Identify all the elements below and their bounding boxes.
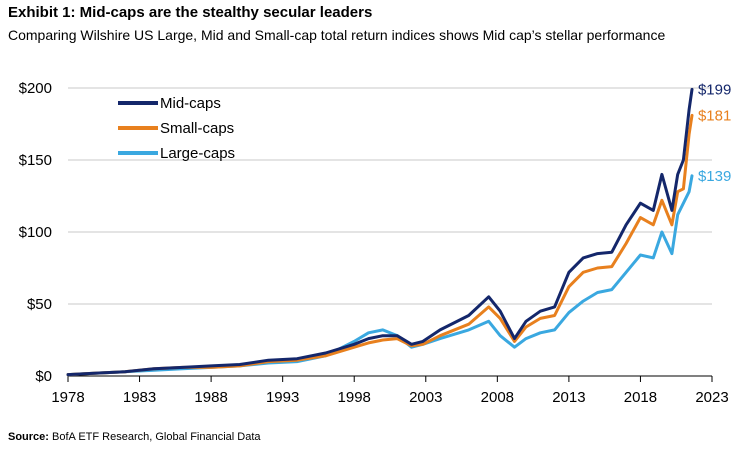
- chart-subtitle: Comparing Wilshire US Large, Mid and Sma…: [8, 27, 666, 43]
- source-note: Source: BofA ETF Research, Global Financ…: [8, 431, 261, 443]
- y-tick-label: $200: [19, 80, 52, 97]
- y-tick-label: $50: [27, 296, 52, 313]
- end-label-large-caps: $139: [698, 168, 731, 185]
- chart-title: Exhibit 1: Mid-caps are the stealthy sec…: [8, 4, 373, 21]
- series-line-mid-caps: [66, 87, 694, 377]
- y-tick-label: $0: [35, 368, 52, 385]
- x-tick-label: 1983: [123, 389, 156, 406]
- end-label-mid-caps: $199: [698, 81, 731, 98]
- y-tick-label: $100: [19, 224, 52, 241]
- x-tick-label: 2018: [624, 389, 657, 406]
- x-tick-label: 1998: [338, 389, 371, 406]
- x-tick-label: 2013: [552, 389, 585, 406]
- legend-label: Small-caps: [160, 120, 234, 137]
- end-label-small-caps: $181: [698, 107, 731, 124]
- x-tick-label: 2008: [481, 389, 514, 406]
- x-tick-label: 1988: [194, 389, 227, 406]
- legend: Mid-caps Small-caps Large-caps: [118, 95, 235, 162]
- x-tick-label: 1978: [51, 389, 84, 406]
- legend-label: Large-caps: [160, 145, 235, 162]
- x-tick-label: 2003: [409, 389, 442, 406]
- x-axis: 1978 1983 1988 1993 1998 2003 2008 2013 2018 2023: [51, 375, 729, 406]
- end-labels: $199 $181 $139: [698, 81, 731, 184]
- y-axis: $0 $50 $100 $150 $200: [19, 80, 52, 385]
- series-line-large-caps: [66, 174, 694, 377]
- source-text: BofA ETF Research, Global Financial Data: [52, 431, 261, 443]
- gridlines: [68, 87, 712, 305]
- x-tick-label: 1993: [266, 389, 299, 406]
- y-tick-label: $150: [19, 152, 52, 169]
- x-tick-label: 2023: [695, 389, 728, 406]
- series-lines: [66, 87, 694, 377]
- legend-label: Mid-caps: [160, 95, 221, 112]
- source-label: Source:: [8, 431, 49, 443]
